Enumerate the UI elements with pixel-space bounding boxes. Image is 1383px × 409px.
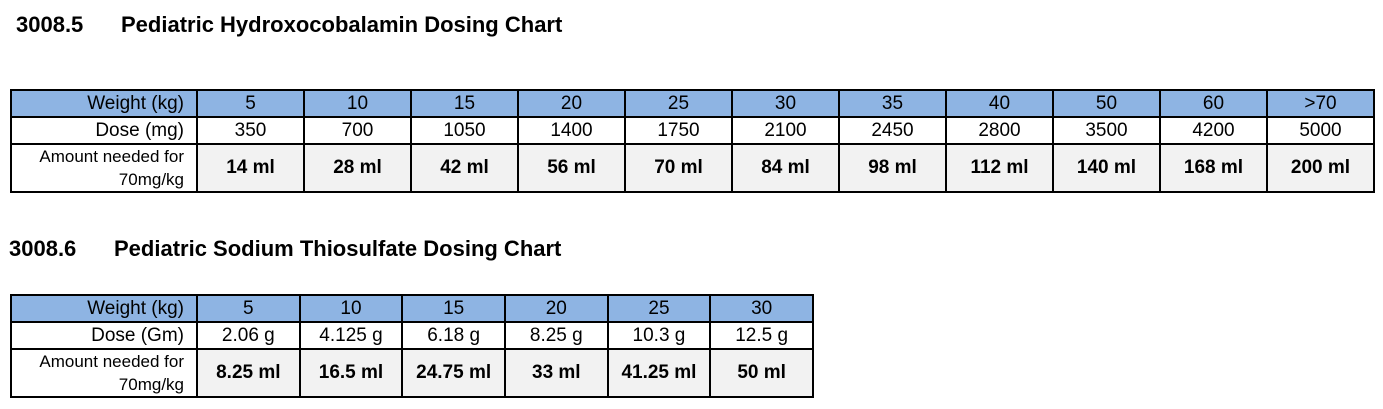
dose-cell: 6.18 g bbox=[401, 321, 506, 350]
amount-cell: 112 ml bbox=[945, 143, 1054, 193]
amount-cell: 140 ml bbox=[1052, 143, 1161, 193]
section-number: 3008.6 bbox=[9, 236, 77, 261]
weight-cell: 30 bbox=[709, 294, 814, 323]
amount-cell: 24.75 ml bbox=[401, 348, 506, 398]
weight-cell: 10 bbox=[298, 294, 404, 323]
weight-cell: 20 bbox=[503, 294, 609, 323]
hydroxocobalamin-dosing-table: Weight (kg) 5 10 15 20 25 30 35 40 50 60 >70 Dose … bbox=[10, 89, 1375, 193]
amount-cell: 84 ml bbox=[731, 143, 840, 193]
dose-cell: 700 bbox=[303, 116, 412, 145]
dose-cell: 1750 bbox=[624, 116, 733, 145]
sodium-thiosulfate-dosing-table: Weight (kg) 5 10 15 20 25 30 Dose (Gm) 2.06 g… bbox=[10, 294, 814, 398]
amount-cell: 56 ml bbox=[517, 143, 626, 193]
weight-cell: 15 bbox=[410, 89, 519, 118]
amount-cell: 200 ml bbox=[1266, 143, 1375, 193]
row-label-dose: Dose (Gm) bbox=[10, 321, 198, 350]
row-label-dose: Dose (mg) bbox=[10, 116, 198, 145]
row-label-amount: Amount needed for 70mg/kg bbox=[10, 143, 198, 193]
dose-cell: 2800 bbox=[945, 116, 1054, 145]
dose-row: Dose (Gm) 2.06 g 4.125 g 6.18 g 8.25 g 10.3 … bbox=[10, 321, 814, 350]
weight-cell: 5 bbox=[196, 89, 305, 118]
dose-row: Dose (mg) 350 700 1050 1400 1750 2100 2450 2800… bbox=[10, 116, 1375, 145]
weight-row: Weight (kg) 5 10 15 20 25 30 bbox=[10, 294, 814, 323]
section-number: 3008.5 bbox=[16, 12, 84, 37]
dose-cell: 10.3 g bbox=[606, 321, 712, 350]
section-title: Pediatric Hydroxocobalamin Dosing Chart bbox=[121, 12, 563, 37]
amount-cell: 98 ml bbox=[838, 143, 947, 193]
dose-cell: 3500 bbox=[1052, 116, 1161, 145]
dose-cell: 4.125 g bbox=[298, 321, 404, 350]
row-label-weight: Weight (kg) bbox=[10, 89, 198, 118]
section-title: Pediatric Sodium Thiosulfate Dosing Char… bbox=[114, 236, 562, 261]
section-heading-hydroxocobalamin: 3008.5 Pediatric Hydroxocobalamin Dosing … bbox=[16, 12, 562, 38]
amount-row: Amount needed for 70mg/kg 14 ml 28 ml 42 m… bbox=[10, 143, 1375, 193]
amount-cell: 33 ml bbox=[503, 348, 609, 398]
dose-cell: 2100 bbox=[731, 116, 840, 145]
amount-cell: 28 ml bbox=[303, 143, 412, 193]
weight-cell: >70 bbox=[1266, 89, 1375, 118]
dose-cell: 1050 bbox=[410, 116, 519, 145]
weight-cell: 50 bbox=[1052, 89, 1161, 118]
weight-row: Weight (kg) 5 10 15 20 25 30 35 40 50 60 >70 bbox=[10, 89, 1375, 118]
row-label-weight: Weight (kg) bbox=[10, 294, 198, 323]
weight-cell: 15 bbox=[401, 294, 506, 323]
weight-cell: 25 bbox=[624, 89, 733, 118]
amount-cell: 16.5 ml bbox=[298, 348, 404, 398]
weight-cell: 20 bbox=[517, 89, 626, 118]
dose-cell: 4200 bbox=[1159, 116, 1268, 145]
amount-cell: 41.25 ml bbox=[606, 348, 712, 398]
amount-cell: 50 ml bbox=[709, 348, 814, 398]
amount-cell: 42 ml bbox=[410, 143, 519, 193]
weight-cell: 25 bbox=[606, 294, 712, 323]
amount-cell: 8.25 ml bbox=[196, 348, 301, 398]
section-heading-sodium-thiosulfate: 3008.6 Pediatric Sodium Thiosulfate Dosin… bbox=[9, 236, 561, 262]
dose-cell: 1400 bbox=[517, 116, 626, 145]
row-label-amount: Amount needed for 70mg/kg bbox=[10, 348, 198, 398]
amount-cell: 14 ml bbox=[196, 143, 305, 193]
amount-row: Amount needed for 70mg/kg 8.25 ml 16.5 ml… bbox=[10, 348, 814, 398]
weight-cell: 30 bbox=[731, 89, 840, 118]
weight-cell: 35 bbox=[838, 89, 947, 118]
dose-cell: 12.5 g bbox=[709, 321, 814, 350]
amount-cell: 70 ml bbox=[624, 143, 733, 193]
weight-cell: 5 bbox=[196, 294, 301, 323]
dose-cell: 8.25 g bbox=[503, 321, 609, 350]
dose-cell: 2450 bbox=[838, 116, 947, 145]
weight-cell: 10 bbox=[303, 89, 412, 118]
dose-cell: 2.06 g bbox=[196, 321, 301, 350]
dose-cell: 350 bbox=[196, 116, 305, 145]
amount-cell: 168 ml bbox=[1159, 143, 1268, 193]
dose-cell: 5000 bbox=[1266, 116, 1375, 145]
weight-cell: 60 bbox=[1159, 89, 1268, 118]
weight-cell: 40 bbox=[945, 89, 1054, 118]
